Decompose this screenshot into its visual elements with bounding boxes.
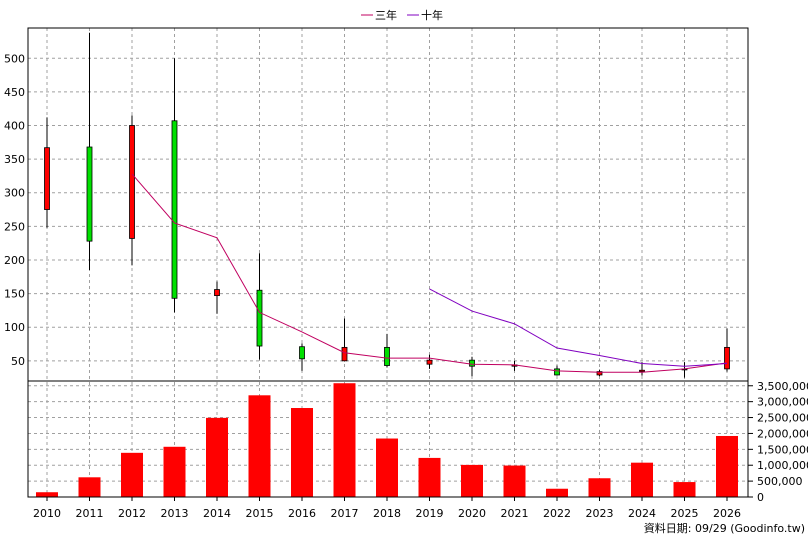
volume-bar bbox=[588, 478, 611, 497]
year-tick-label: 2017 bbox=[331, 507, 359, 520]
volume-tick-label: 1,500,000 bbox=[757, 443, 808, 456]
candle-body bbox=[129, 125, 135, 239]
year-tick-label: 2018 bbox=[373, 507, 401, 520]
candle-body bbox=[171, 120, 178, 299]
candle-body bbox=[724, 346, 730, 370]
candle-body bbox=[214, 289, 220, 297]
year-tick-label: 2012 bbox=[118, 507, 146, 520]
ma-line-three-year bbox=[131, 173, 728, 373]
volume-bar bbox=[36, 492, 58, 497]
year-tick-label: 2021 bbox=[501, 507, 529, 520]
volume-bar bbox=[503, 465, 526, 497]
year-tick-label: 2020 bbox=[458, 507, 486, 520]
price-tick-label: 450 bbox=[4, 86, 25, 99]
price-tick-label: 400 bbox=[4, 119, 25, 132]
volume-tick-label: 0 bbox=[757, 491, 764, 504]
candle-body bbox=[469, 359, 475, 367]
volume-tick-label: 1,000,000 bbox=[757, 459, 808, 472]
volume-bar bbox=[376, 438, 398, 497]
candlesticks bbox=[44, 32, 730, 378]
volume-bar bbox=[546, 488, 568, 497]
year-tick-label: 2026 bbox=[713, 507, 741, 520]
year-tick-label: 2022 bbox=[543, 507, 571, 520]
candle-body bbox=[426, 359, 433, 365]
candle-body bbox=[596, 371, 603, 376]
price-tick-label: 300 bbox=[4, 187, 25, 200]
candle-body bbox=[554, 368, 560, 376]
grid-lines bbox=[28, 28, 748, 497]
volume-bar bbox=[716, 435, 738, 497]
volume-tick-label: 3,500,000 bbox=[757, 380, 808, 393]
year-tick-label: 2024 bbox=[628, 507, 656, 520]
volume-bar bbox=[206, 417, 228, 497]
volume-bar bbox=[418, 457, 441, 497]
year-tick-label: 2014 bbox=[203, 507, 231, 520]
candle-body bbox=[256, 289, 263, 347]
price-axis-labels: 50 100 150 200 250 300 350 400 450 500 bbox=[4, 52, 25, 368]
plot-frame bbox=[27, 27, 749, 498]
legend-label-three-year: 三年 bbox=[375, 8, 397, 22]
volume-bar bbox=[78, 477, 101, 497]
candle-body bbox=[341, 346, 348, 362]
price-tick-label: 500 bbox=[4, 52, 25, 65]
year-tick-label: 2025 bbox=[671, 507, 699, 520]
candle-body bbox=[639, 369, 645, 372]
volume-tick-label: 500,000 bbox=[757, 475, 803, 488]
volume-bar bbox=[163, 446, 186, 497]
volume-bar bbox=[673, 482, 696, 497]
year-tick-label: 2010 bbox=[33, 507, 61, 520]
price-tick-label: 50 bbox=[11, 355, 25, 368]
volume-bar bbox=[333, 383, 356, 497]
plot-border bbox=[27, 27, 749, 498]
price-tick-label: 350 bbox=[4, 153, 25, 166]
volume-bar bbox=[631, 462, 653, 497]
candle-body bbox=[86, 146, 93, 242]
candle-body bbox=[299, 346, 305, 360]
volume-tick-label: 3,000,000 bbox=[757, 396, 808, 409]
volume-bar bbox=[461, 464, 483, 497]
volume-axis-labels: 0 500,000 1,000,000 1,500,000 2,000,000 2,500… bbox=[748, 380, 808, 504]
candle-body bbox=[44, 147, 50, 210]
year-tick-label: 2013 bbox=[161, 507, 189, 520]
year-tick-label: 2019 bbox=[416, 507, 444, 520]
volume-bar bbox=[291, 408, 313, 497]
volume-tick-label: 2,000,000 bbox=[757, 427, 808, 440]
moving-average-lines bbox=[131, 173, 728, 373]
year-axis-labels: 2010 2011 2012 2013 2014 2015 2016 2017 2018 2019… bbox=[33, 497, 741, 520]
candle-body bbox=[384, 346, 390, 366]
price-tick-label: 250 bbox=[4, 220, 25, 233]
data-source-note: 資料日期: 09/29 (Goodinfo.tw) bbox=[644, 521, 805, 535]
year-tick-label: 2023 bbox=[586, 507, 614, 520]
year-tick-label: 2015 bbox=[246, 507, 274, 520]
ma-line-ten-year bbox=[429, 288, 728, 367]
legend: 三年 十年 bbox=[361, 8, 443, 22]
year-tick-label: 2011 bbox=[76, 507, 104, 520]
year-tick-label: 2016 bbox=[288, 507, 316, 520]
volume-tick-label: 2,500,000 bbox=[757, 412, 808, 425]
price-tick-label: 150 bbox=[4, 288, 25, 301]
price-tick-label: 200 bbox=[4, 254, 25, 267]
volume-bar bbox=[248, 395, 271, 497]
legend-label-ten-year: 十年 bbox=[421, 8, 443, 22]
price-tick-label: 100 bbox=[4, 321, 25, 334]
volume-bar bbox=[121, 452, 143, 497]
volume-bars bbox=[36, 383, 738, 497]
